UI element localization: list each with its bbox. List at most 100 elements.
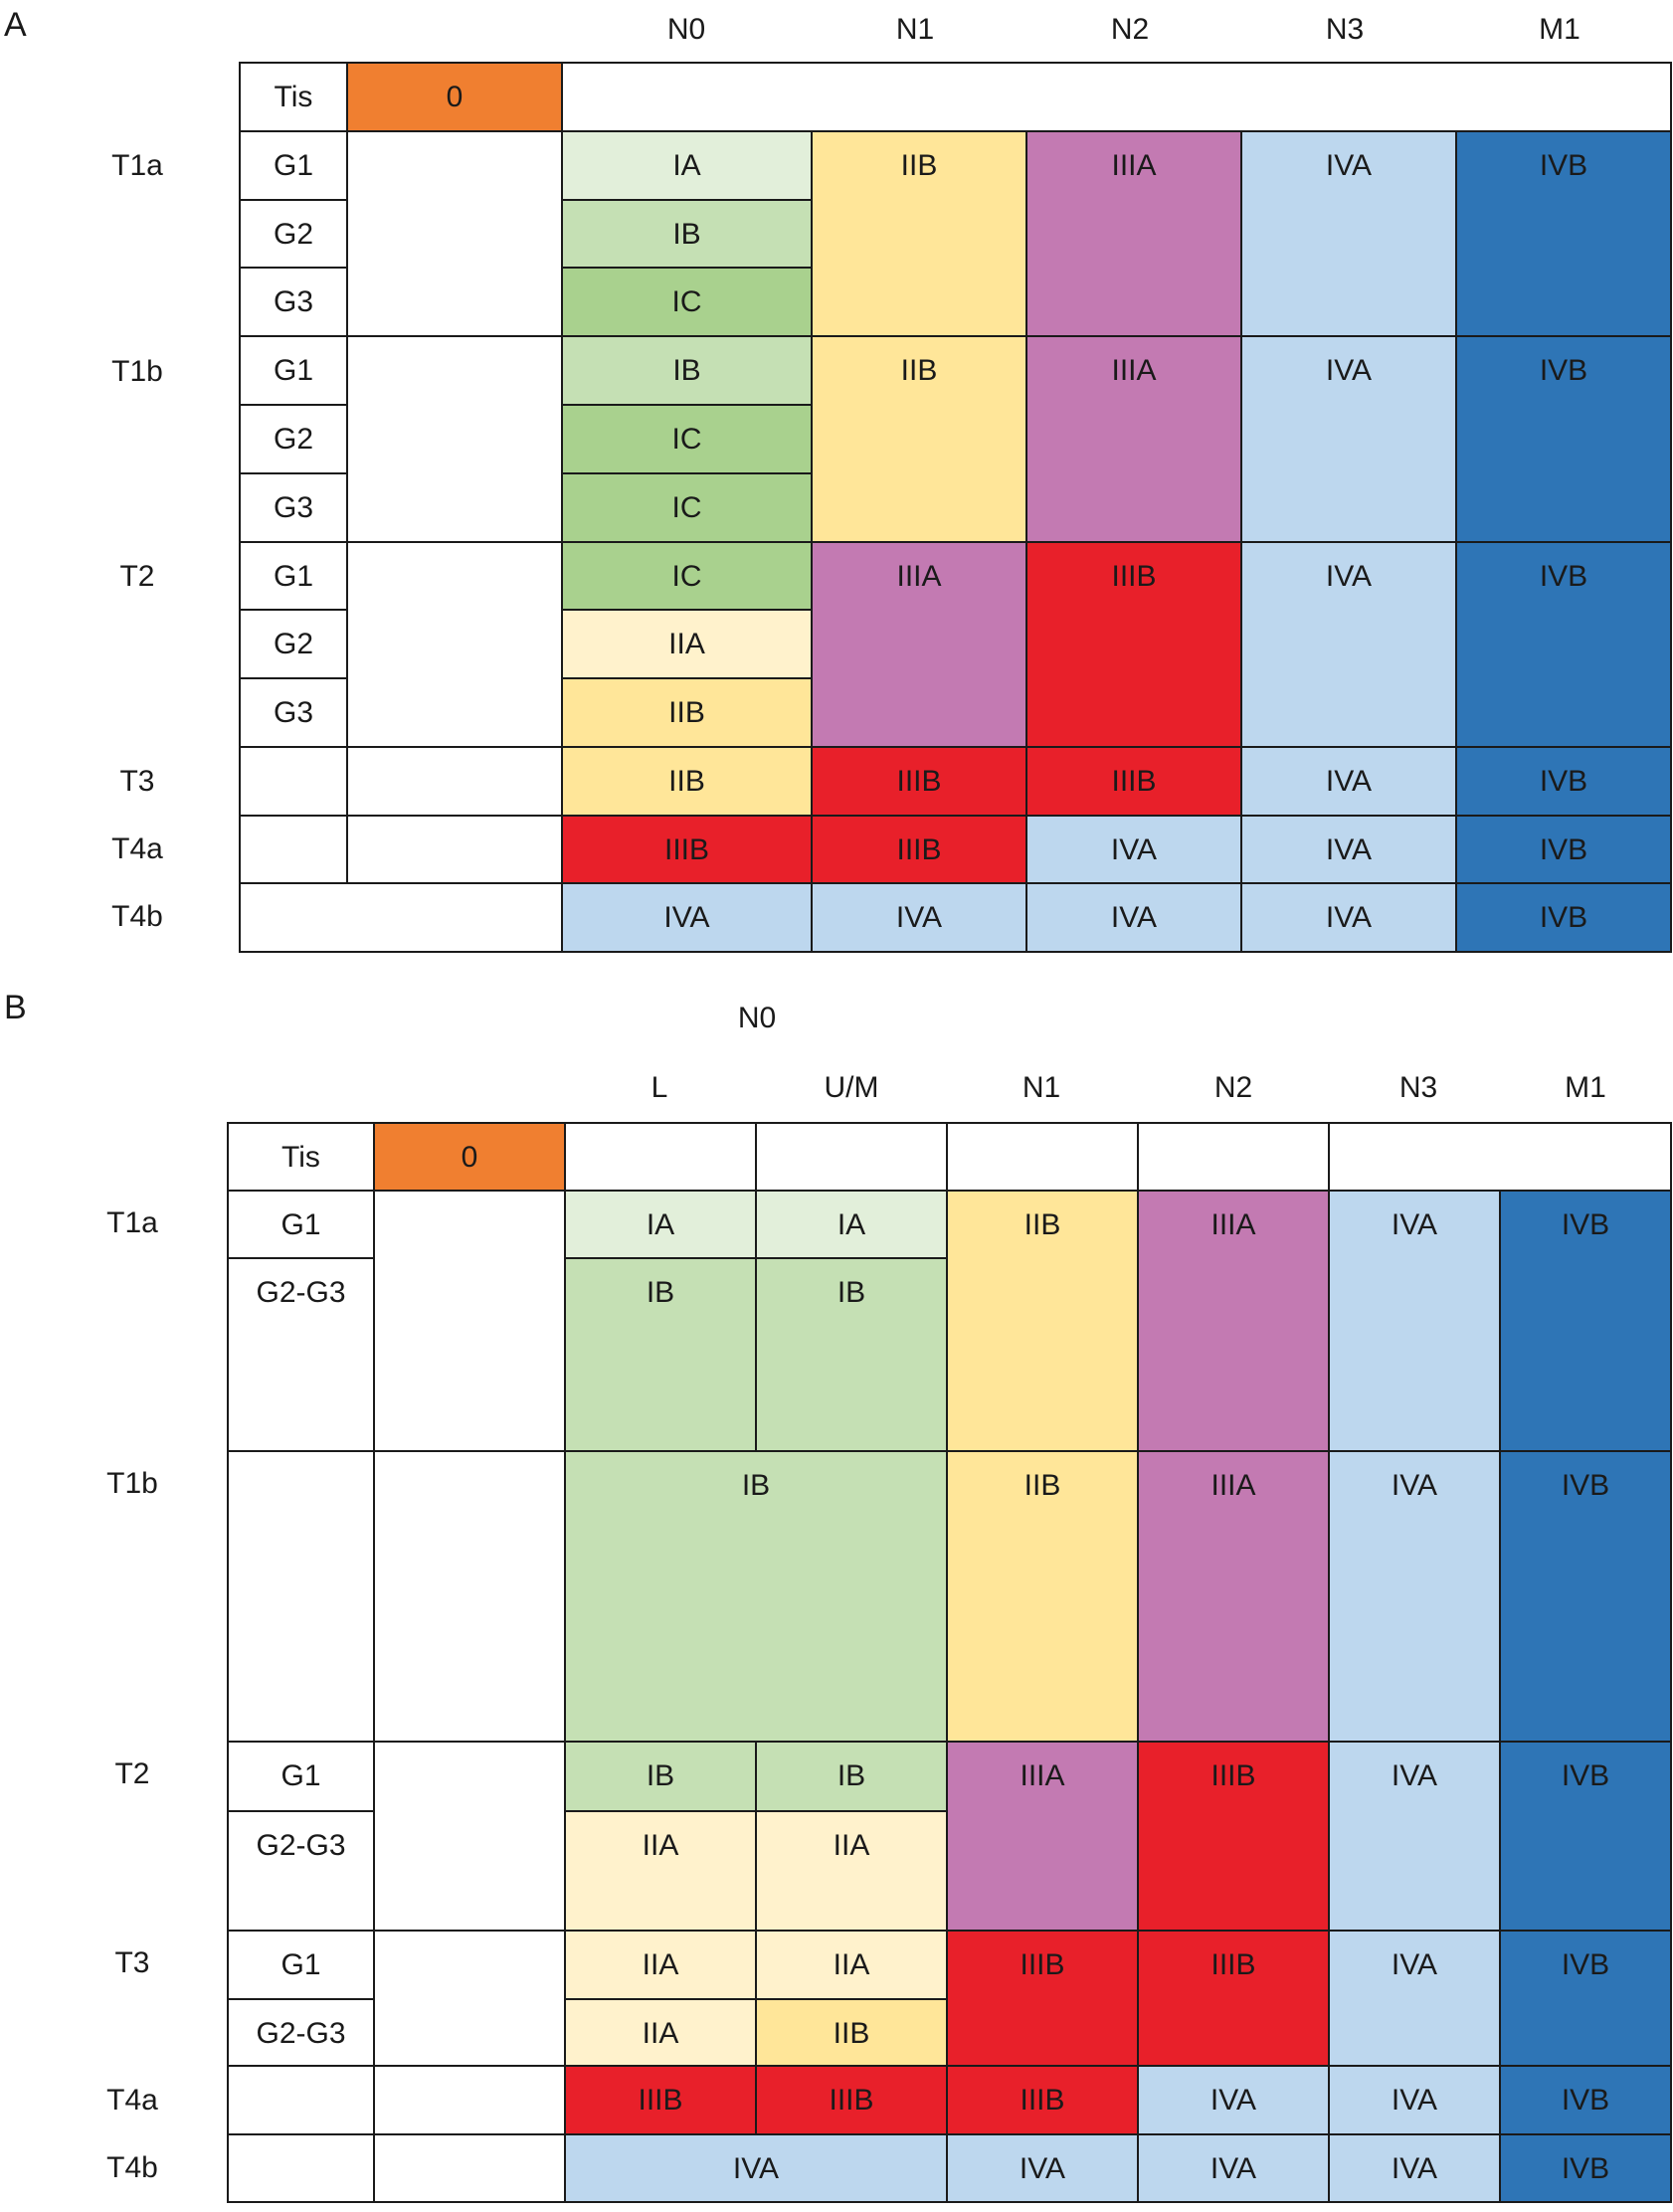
panel-b-col-l: L bbox=[651, 1071, 668, 1104]
panel-b-t1a-n1: IIB bbox=[946, 1190, 1139, 1452]
panel-b-t4a-um: IIIB bbox=[755, 2065, 948, 2135]
panel-b-row-t4b: T4b bbox=[106, 2151, 158, 2184]
panel-b-col-n2: N2 bbox=[1213, 1071, 1253, 1104]
panel-b-tis-blank-3 bbox=[755, 1122, 948, 1192]
panel-b-t1a-n2: IIIA bbox=[1137, 1190, 1330, 1452]
panel-a-t1b-n3: IVA bbox=[1240, 335, 1457, 543]
panel-b-tis-blank-4 bbox=[946, 1122, 1139, 1192]
panel-a-grade-g2: G2 bbox=[239, 609, 348, 679]
panel-a-blank-0 bbox=[346, 130, 563, 337]
panel-a-t4a-blank bbox=[346, 815, 563, 884]
panel-a-t3-m1: IVB bbox=[1455, 746, 1672, 817]
panel-b-t2-g1-um: IB bbox=[755, 1741, 948, 1812]
panel-b-t1b-grade-blank bbox=[227, 1450, 375, 1743]
panel-b-t3-n3: IVA bbox=[1328, 1930, 1501, 2067]
panel-a-t4b-blank bbox=[239, 882, 563, 953]
panel-a-t3-grade-blank bbox=[239, 746, 348, 817]
panel-a-t4a-n2: IVA bbox=[1025, 815, 1242, 884]
panel-b-t3-blank bbox=[373, 1930, 566, 2067]
panel-a-grade-g3: G3 bbox=[239, 677, 348, 748]
panel-a-t3-n1: IIIB bbox=[811, 746, 1027, 817]
panel-b-t1b-n3: IVA bbox=[1328, 1450, 1501, 1743]
panel-b-t4b-n0: IVA bbox=[564, 2133, 948, 2203]
panel-a-t1a-g3-n0: IC bbox=[561, 267, 813, 337]
panel-b-row-t3: T3 bbox=[114, 1946, 150, 1979]
panel-a-t4a-m1: IVB bbox=[1455, 815, 1672, 884]
panel-b-n0-header: N0 bbox=[737, 1002, 777, 1034]
panel-b-t2-n2: IIIB bbox=[1137, 1741, 1330, 1932]
panel-a-grade-g3: G3 bbox=[239, 472, 348, 543]
panel-b-t3-n1: IIIB bbox=[946, 1930, 1139, 2067]
panel-b-t1b-blank bbox=[373, 1450, 566, 1743]
panel-a-t4b-n2: IVA bbox=[1025, 882, 1242, 953]
panel-b-stage-0: 0 bbox=[373, 1122, 566, 1192]
panel-b-t2-g2g3-l: IIA bbox=[564, 1810, 757, 1932]
panel-a-t1b-g2-n0: IC bbox=[561, 404, 813, 474]
panel-b-t4a-n3: IVA bbox=[1328, 2065, 1501, 2135]
panel-a-t1b-n1: IIB bbox=[811, 335, 1027, 543]
panel-b-t4b-m1: IVB bbox=[1499, 2133, 1672, 2203]
panel-b-t1a-g2g3: G2-G3 bbox=[227, 1257, 375, 1452]
panel-a-t2-g3-n0: IIB bbox=[561, 677, 813, 748]
panel-a-t1b-m1: IVB bbox=[1455, 335, 1672, 543]
panel-b-t4a-n1: IIIB bbox=[946, 2065, 1139, 2135]
panel-a-grade-g3: G3 bbox=[239, 267, 348, 337]
panel-b-t1a-g1-um: IA bbox=[755, 1190, 948, 1259]
panel-b-t4b-grade-blank bbox=[227, 2133, 375, 2203]
panel-b-t2-n3: IVA bbox=[1328, 1741, 1501, 1932]
panel-b-t1a-m1: IVB bbox=[1499, 1190, 1672, 1452]
panel-a-col-n3: N3 bbox=[1325, 13, 1365, 46]
panel-b-t1a-g2g3-l: IB bbox=[564, 1257, 757, 1452]
panel-a-t1a-n3: IVA bbox=[1240, 130, 1457, 337]
panel-a-t1b-n2: IIIA bbox=[1025, 335, 1242, 543]
panel-a-col-n1: N1 bbox=[895, 13, 935, 46]
panel-b-t4a-blank bbox=[373, 2065, 566, 2135]
panel-a-t1a-g1-n0: IA bbox=[561, 130, 813, 201]
panel-b-t2-n1: IIIA bbox=[946, 1741, 1139, 1932]
panel-a-grade-g1: G1 bbox=[239, 541, 348, 611]
panel-b-t1a-g1: G1 bbox=[227, 1190, 375, 1259]
panel-a-letter: A bbox=[4, 6, 27, 44]
panel-a-t2-m1: IVB bbox=[1455, 541, 1672, 748]
panel-b-t4b-n1: IVA bbox=[946, 2133, 1139, 2203]
panel-a-t1b-g3-n0: IC bbox=[561, 472, 813, 543]
panel-b-t1a-g2g3-um: IB bbox=[755, 1257, 948, 1452]
panel-b-t4b-n2: IVA bbox=[1137, 2133, 1330, 2203]
panel-a-col-n2: N2 bbox=[1110, 13, 1150, 46]
panel-a-t1a-m1: IVB bbox=[1455, 130, 1672, 337]
panel-b-tis-blank-5 bbox=[1137, 1122, 1330, 1192]
panel-a-row-t4b: T4b bbox=[111, 900, 163, 933]
panel-a-grade-g2: G2 bbox=[239, 404, 348, 474]
panel-b-t3-g2g3-l: IIA bbox=[564, 1998, 757, 2067]
panel-b-t4a-l: IIIB bbox=[564, 2065, 757, 2135]
panel-b-t1b-n0: IB bbox=[564, 1450, 948, 1743]
panel-a-t4b-n0: IVA bbox=[561, 882, 813, 953]
panel-b-t3-g2g3: G2-G3 bbox=[227, 1998, 375, 2067]
panel-b-tis-cell: Tis bbox=[227, 1122, 375, 1192]
panel-a-blank-1 bbox=[346, 335, 563, 543]
panel-a-t4a-n0: IIIB bbox=[561, 815, 813, 884]
panel-b-t2-g1-l: IB bbox=[564, 1741, 757, 1812]
panel-a-t4b-m1: IVB bbox=[1455, 882, 1672, 953]
panel-b-t1b-n1: IIB bbox=[946, 1450, 1139, 1743]
panel-a-t1b-g1-n0: IB bbox=[561, 335, 813, 406]
panel-b-t1b-n2: IIIA bbox=[1137, 1450, 1330, 1743]
panel-a-t4b-n1: IVA bbox=[811, 882, 1027, 953]
panel-b-t4a-m1: IVB bbox=[1499, 2065, 1672, 2135]
panel-a-t2-n3: IVA bbox=[1240, 541, 1457, 748]
panel-b-letter: B bbox=[4, 989, 27, 1026]
panel-a-t1a-n2: IIIA bbox=[1025, 130, 1242, 337]
panel-b-t1a-n3: IVA bbox=[1328, 1190, 1501, 1452]
panel-b-col-n1: N1 bbox=[1022, 1071, 1061, 1104]
panel-a-grade-g1: G1 bbox=[239, 335, 348, 406]
panel-a-t2-n2: IIIB bbox=[1025, 541, 1242, 748]
panel-b-t3-n2: IIIB bbox=[1137, 1930, 1330, 2067]
panel-b-t2-g2g3-um: IIA bbox=[755, 1810, 948, 1932]
panel-a-row-t1a: T1a bbox=[111, 149, 163, 182]
panel-a-t2-g1-n0: IC bbox=[561, 541, 813, 611]
panel-b-t2-g1: G1 bbox=[227, 1741, 375, 1812]
panel-a-row-t3: T3 bbox=[119, 765, 155, 798]
panel-a-t3-n2: IIIB bbox=[1025, 746, 1242, 817]
panel-b-t2-g2g3: G2-G3 bbox=[227, 1810, 375, 1932]
